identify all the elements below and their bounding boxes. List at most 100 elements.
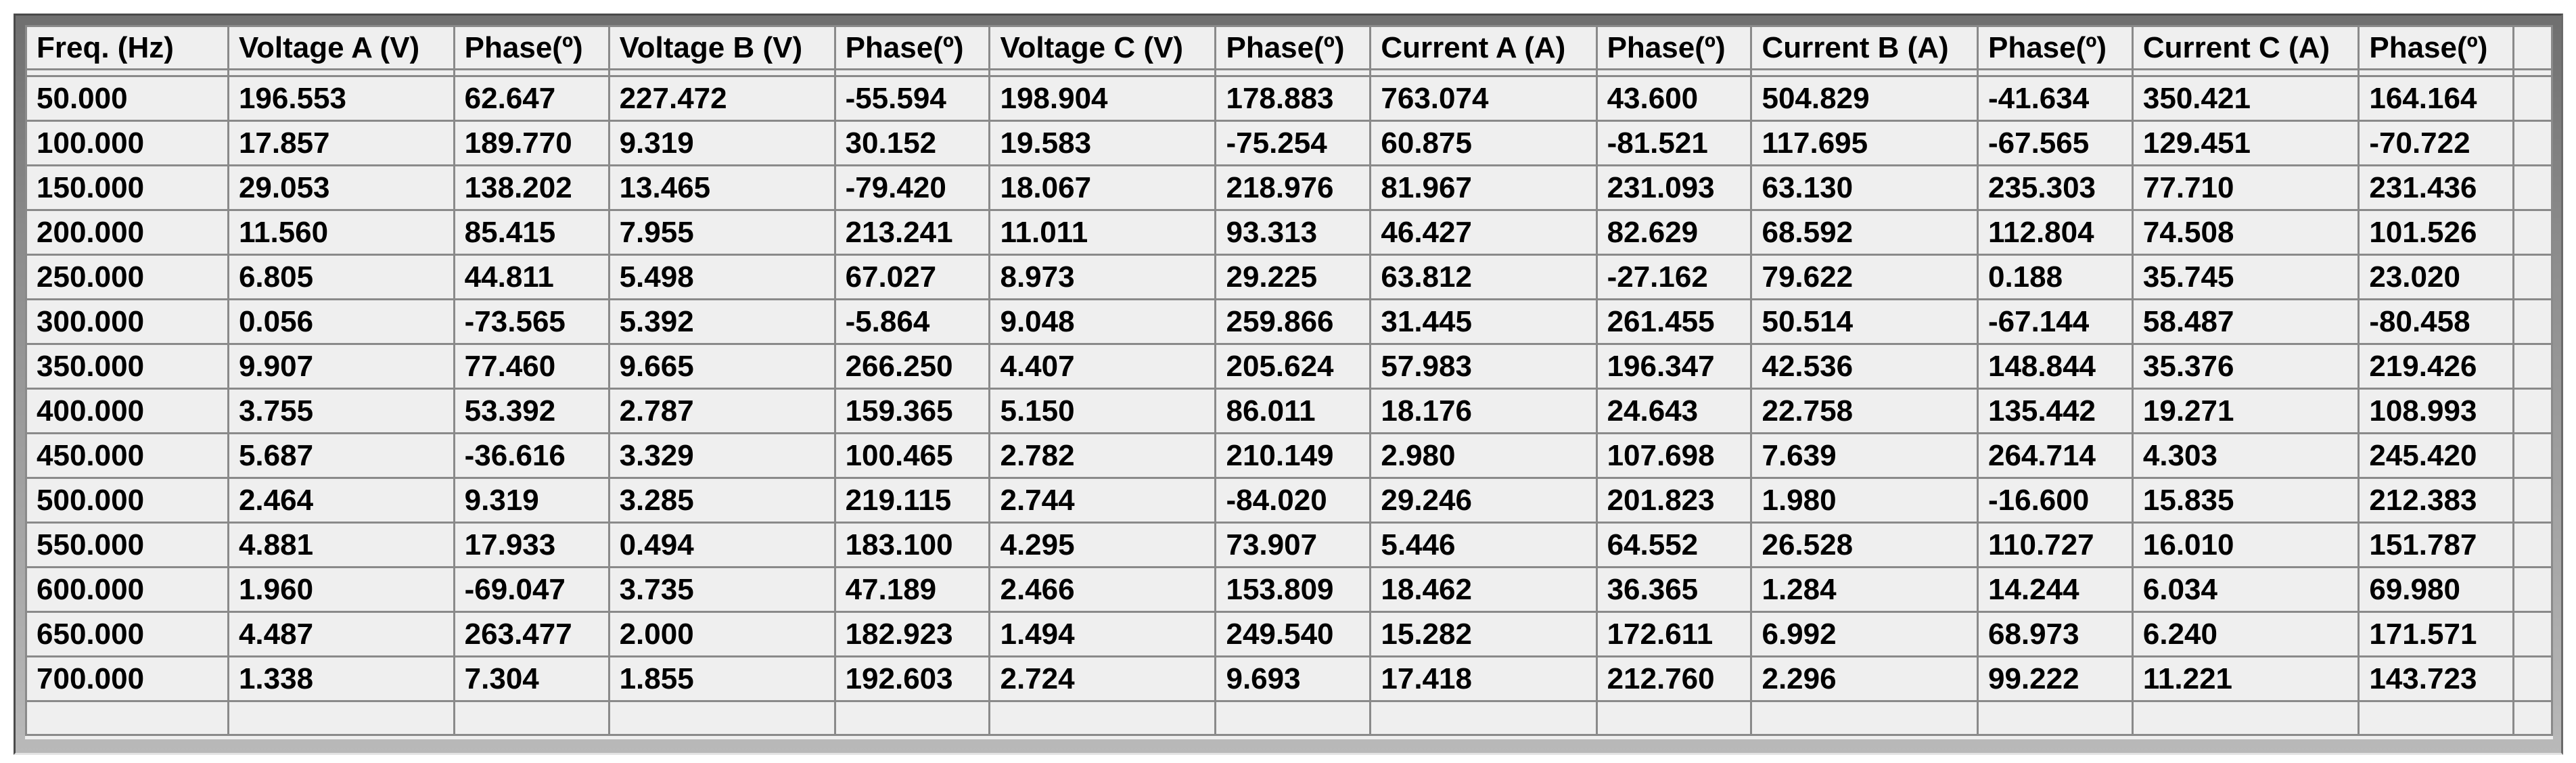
cell[interactable]: 22.758 xyxy=(1750,388,1979,434)
cell[interactable]: 46.427 xyxy=(1369,209,1598,256)
cell[interactable]: 1.980 xyxy=(1750,477,1979,524)
cell[interactable]: 93.313 xyxy=(1214,209,1372,256)
cell[interactable]: 200.000 xyxy=(25,209,229,256)
cell[interactable]: 100.000 xyxy=(25,120,229,166)
cell[interactable]: 11.560 xyxy=(227,209,455,256)
cell[interactable]: 64.552 xyxy=(1595,522,1753,568)
cell[interactable]: 63.812 xyxy=(1369,254,1598,300)
cell[interactable]: 227.472 xyxy=(607,75,836,122)
cell[interactable]: 0.494 xyxy=(607,522,836,568)
cell[interactable]: 196.347 xyxy=(1595,343,1753,390)
cell[interactable]: 85.415 xyxy=(453,209,610,256)
cell[interactable]: 31.445 xyxy=(1369,298,1598,345)
cell[interactable]: 29.053 xyxy=(227,164,455,211)
cell[interactable]: 58.487 xyxy=(2131,298,2360,345)
cell[interactable]: 159.365 xyxy=(833,388,991,434)
cell[interactable]: 5.392 xyxy=(607,298,836,345)
cell[interactable]: 9.319 xyxy=(607,120,836,166)
cell[interactable]: 210.149 xyxy=(1214,432,1372,479)
cell[interactable]: 192.603 xyxy=(833,655,991,702)
cell[interactable]: 213.241 xyxy=(833,209,991,256)
cell[interactable]: 2.782 xyxy=(988,432,1217,479)
cell[interactable]: 57.983 xyxy=(1369,343,1598,390)
cell[interactable]: 264.714 xyxy=(1976,432,2134,479)
cell[interactable]: 6.034 xyxy=(2131,566,2360,613)
cell[interactable]: 110.727 xyxy=(1976,522,2134,568)
cell[interactable]: 73.907 xyxy=(1214,522,1372,568)
cell[interactable]: 9.665 xyxy=(607,343,836,390)
cell[interactable]: 7.304 xyxy=(453,655,610,702)
cell[interactable]: -69.047 xyxy=(453,566,610,613)
cell[interactable]: 35.376 xyxy=(2131,343,2360,390)
cell[interactable]: 11.221 xyxy=(2131,655,2360,702)
cell[interactable]: -16.600 xyxy=(1976,477,2134,524)
cell[interactable]: 9.048 xyxy=(988,298,1217,345)
cell[interactable]: 11.011 xyxy=(988,209,1217,256)
cell[interactable]: 26.528 xyxy=(1750,522,1979,568)
cell[interactable]: -36.616 xyxy=(453,432,610,479)
cell[interactable]: 6.992 xyxy=(1750,611,1979,657)
cell[interactable]: -67.144 xyxy=(1976,298,2134,345)
cell[interactable]: 79.622 xyxy=(1750,254,1979,300)
cell[interactable]: -80.458 xyxy=(2358,298,2515,345)
cell[interactable]: 117.695 xyxy=(1750,120,1979,166)
cell[interactable]: 17.933 xyxy=(453,522,610,568)
cell[interactable]: -79.420 xyxy=(833,164,991,211)
cell[interactable]: 4.407 xyxy=(988,343,1217,390)
cell[interactable]: 450.000 xyxy=(25,432,229,479)
cell[interactable]: 82.629 xyxy=(1595,209,1753,256)
cell[interactable]: 600.000 xyxy=(25,566,229,613)
cell[interactable]: 18.067 xyxy=(988,164,1217,211)
cell[interactable]: 29.225 xyxy=(1214,254,1372,300)
cell[interactable]: 148.844 xyxy=(1976,343,2134,390)
cell[interactable]: 1.494 xyxy=(988,611,1217,657)
cell[interactable]: 4.487 xyxy=(227,611,455,657)
cell[interactable]: 3.755 xyxy=(227,388,455,434)
cell[interactable]: 1.855 xyxy=(607,655,836,702)
cell[interactable]: 112.804 xyxy=(1976,209,2134,256)
cell[interactable]: 198.904 xyxy=(988,75,1217,122)
cell[interactable]: 172.611 xyxy=(1595,611,1753,657)
cell[interactable]: 7.955 xyxy=(607,209,836,256)
cell[interactable]: 143.723 xyxy=(2358,655,2515,702)
cell[interactable]: 1.338 xyxy=(227,655,455,702)
cell[interactable]: -73.565 xyxy=(453,298,610,345)
cell[interactable]: 7.639 xyxy=(1750,432,1979,479)
cell[interactable]: 9.693 xyxy=(1214,655,1372,702)
cell[interactable]: 249.540 xyxy=(1214,611,1372,657)
cell[interactable]: 763.074 xyxy=(1369,75,1598,122)
cell[interactable]: 231.093 xyxy=(1595,164,1753,211)
cell[interactable]: 2.466 xyxy=(988,566,1217,613)
cell[interactable]: 19.583 xyxy=(988,120,1217,166)
cell[interactable]: 153.809 xyxy=(1214,566,1372,613)
cell[interactable]: 0.188 xyxy=(1976,254,2134,300)
cell[interactable]: 6.240 xyxy=(2131,611,2360,657)
cell[interactable]: 50.514 xyxy=(1750,298,1979,345)
cell[interactable]: 138.202 xyxy=(453,164,610,211)
cell[interactable]: 2.000 xyxy=(607,611,836,657)
cell[interactable]: 5.498 xyxy=(607,254,836,300)
cell[interactable]: 650.000 xyxy=(25,611,229,657)
cell[interactable]: 63.130 xyxy=(1750,164,1979,211)
cell[interactable]: 135.442 xyxy=(1976,388,2134,434)
cell[interactable]: 3.285 xyxy=(607,477,836,524)
cell[interactable]: 42.536 xyxy=(1750,343,1979,390)
cell[interactable]: 17.418 xyxy=(1369,655,1598,702)
cell[interactable]: -70.722 xyxy=(2358,120,2515,166)
cell[interactable]: 8.973 xyxy=(988,254,1217,300)
cell[interactable]: 4.881 xyxy=(227,522,455,568)
cell[interactable]: 245.420 xyxy=(2358,432,2515,479)
cell[interactable]: 189.770 xyxy=(453,120,610,166)
cell[interactable]: 5.150 xyxy=(988,388,1217,434)
cell[interactable]: 6.805 xyxy=(227,254,455,300)
cell[interactable]: 178.883 xyxy=(1214,75,1372,122)
cell[interactable]: 219.115 xyxy=(833,477,991,524)
cell[interactable]: 2.296 xyxy=(1750,655,1979,702)
cell[interactable]: 100.465 xyxy=(833,432,991,479)
cell[interactable]: 77.710 xyxy=(2131,164,2360,211)
cell[interactable]: 18.462 xyxy=(1369,566,1598,613)
cell[interactable]: 263.477 xyxy=(453,611,610,657)
cell[interactable]: 4.303 xyxy=(2131,432,2360,479)
cell[interactable]: 30.152 xyxy=(833,120,991,166)
cell[interactable]: 1.960 xyxy=(227,566,455,613)
